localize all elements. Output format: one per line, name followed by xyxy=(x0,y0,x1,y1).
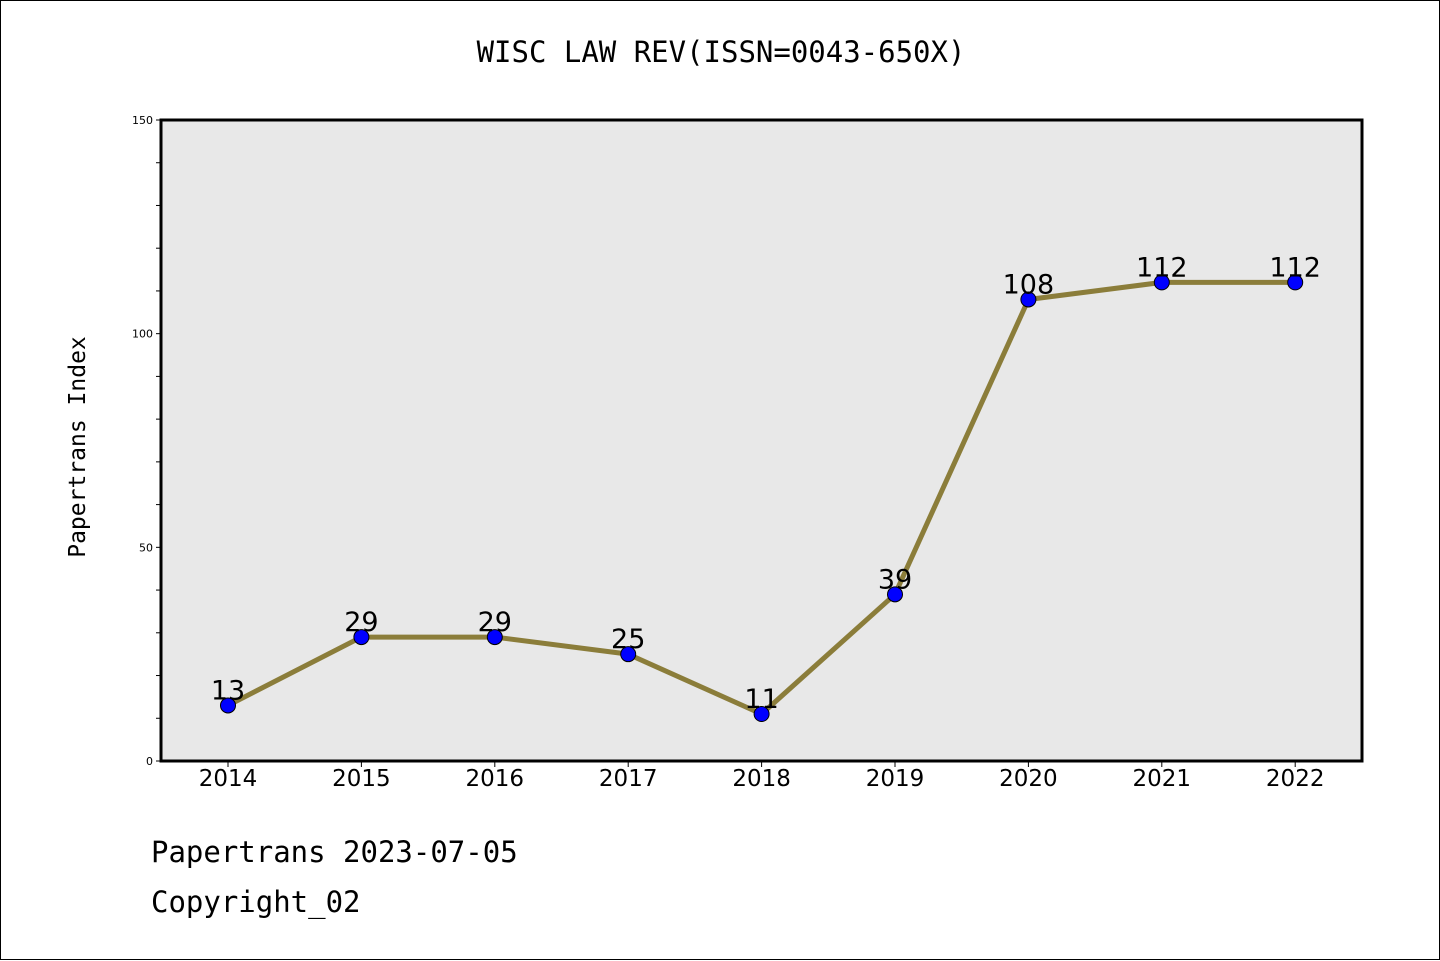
x-tick-label: 2022 xyxy=(1266,766,1325,792)
data-point xyxy=(1020,291,1037,308)
data-point xyxy=(887,586,903,603)
x-tick-label: 2018 xyxy=(732,766,791,792)
data-point xyxy=(220,697,236,714)
data-label: 39 xyxy=(878,564,912,595)
footer-copyright: Copyright_02 xyxy=(151,885,361,919)
x-tick-label: 2015 xyxy=(332,766,391,792)
series-line-group: 13 29 29 25 11 39 108 112 112 xyxy=(211,252,1321,722)
x-tick-label: 2014 xyxy=(199,766,258,792)
x-tick-label: 2016 xyxy=(466,766,525,792)
footer-date: Papertrans 2023-07-05 xyxy=(151,835,518,869)
data-label: 29 xyxy=(478,607,512,638)
plot-area xyxy=(159,118,1364,763)
data-point xyxy=(1287,274,1304,291)
data-label: 13 xyxy=(211,675,245,706)
y-tick-label: 150 xyxy=(132,114,153,127)
y-tick-label: 50 xyxy=(139,541,153,554)
data-label: 25 xyxy=(611,624,645,655)
data-label: 108 xyxy=(1003,269,1055,300)
data-point xyxy=(1153,274,1170,291)
data-point xyxy=(620,646,637,663)
data-point xyxy=(353,629,370,646)
y-tick-label: 100 xyxy=(132,328,153,341)
x-axis: 2014 2015 2016 2017 2018 2019 2020 2021 2022 xyxy=(199,761,1325,792)
data-label: 112 xyxy=(1269,252,1321,283)
x-tick-label: 2019 xyxy=(866,766,925,792)
x-tick-label: 2021 xyxy=(1133,766,1192,792)
y-axis: 0 50 100 150 xyxy=(132,114,161,768)
data-point xyxy=(486,629,503,646)
data-label: 112 xyxy=(1136,252,1188,283)
x-tick-label: 2017 xyxy=(599,766,658,792)
data-point xyxy=(753,705,770,722)
y-tick-label: 0 xyxy=(146,755,153,768)
data-label: 29 xyxy=(344,607,378,638)
chart-title: WISC LAW REV(ISSN=0043-650X) xyxy=(476,35,966,69)
x-tick-label: 2020 xyxy=(999,766,1058,792)
data-label: 11 xyxy=(744,684,778,715)
